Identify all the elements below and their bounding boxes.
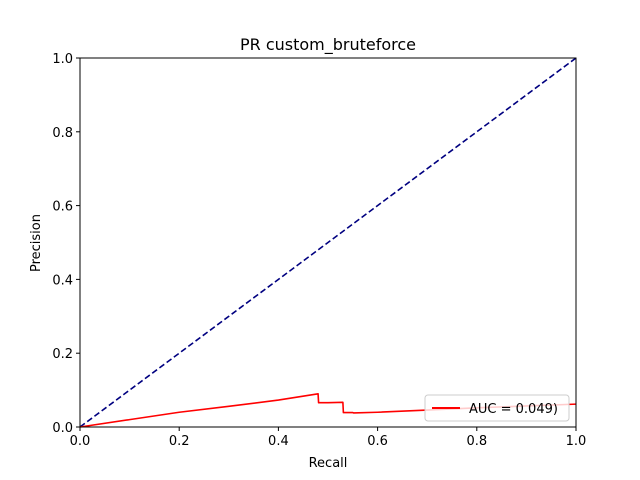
y-tick-label: 0.8 (52, 126, 73, 141)
x-tick-label: 1.0 (566, 434, 587, 449)
y-tick-label: 0.6 (52, 200, 73, 215)
y-axis-label: Precision (29, 214, 44, 272)
baseline-diagonal-line (79, 57, 577, 428)
y-tick-label: 0.2 (52, 347, 73, 362)
x-axis-label: Recall (309, 456, 348, 471)
plot-frame (79, 57, 577, 428)
x-tick-label: 0.4 (268, 434, 289, 449)
x-tick-label: 0.0 (70, 434, 91, 449)
y-tick-label: 0.0 (52, 421, 73, 436)
legend: AUC = 0.049) (424, 394, 570, 422)
chart-title: PR custom_bruteforce (240, 35, 416, 55)
x-tick-label: 0.6 (367, 434, 388, 449)
y-tick-label: 0.4 (52, 273, 73, 288)
x-tick-label: 0.8 (466, 434, 487, 449)
legend-box (424, 394, 570, 422)
legend-label-auc: AUC = 0.049) (469, 402, 558, 417)
y-tick-label: 1.0 (52, 52, 73, 67)
x-tick-label: 0.2 (169, 434, 190, 449)
axis-ticks: 0.0 0.2 0.4 0.6 0.8 1.0 0.0 0.2 0.4 0.6 0.8 1.0 (52, 52, 586, 449)
